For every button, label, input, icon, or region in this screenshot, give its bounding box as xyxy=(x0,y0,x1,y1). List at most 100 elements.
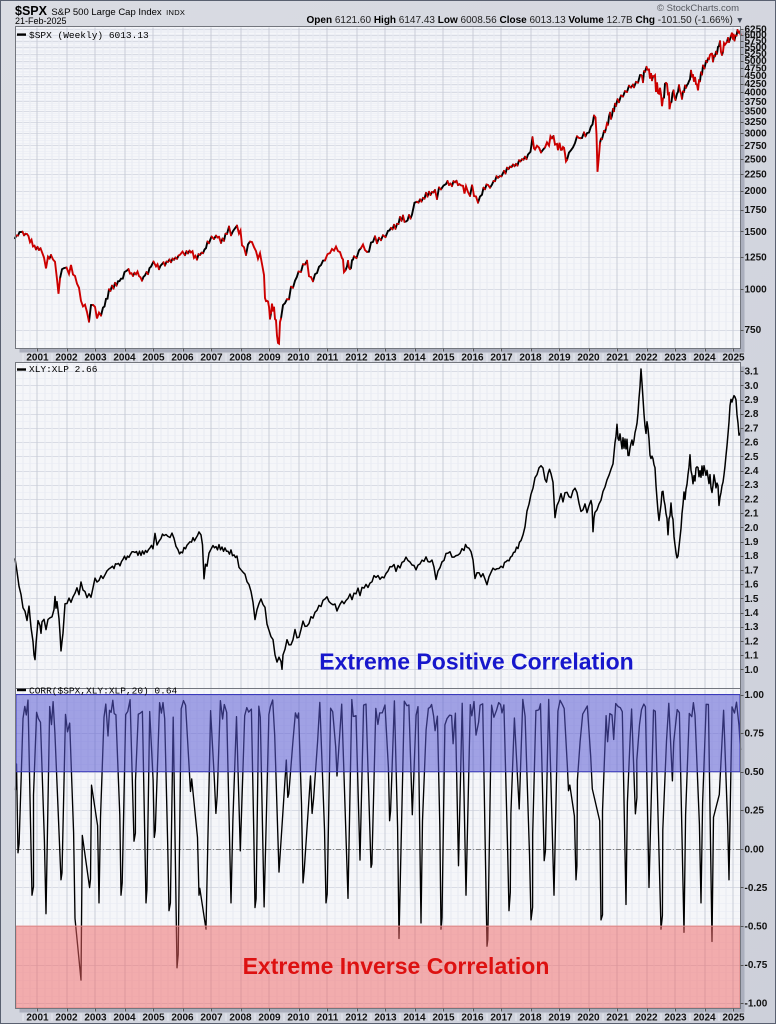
svg-text:2.9: 2.9 xyxy=(745,395,759,406)
svg-text:2013: 2013 xyxy=(374,353,397,364)
svg-text:2.6: 2.6 xyxy=(745,438,759,449)
svg-text:2.5: 2.5 xyxy=(745,452,759,463)
svg-text:CORR($SPX,XLY:XLP,20) 0.64: CORR($SPX,XLY:XLP,20) 0.64 xyxy=(29,685,178,696)
svg-text:2008: 2008 xyxy=(229,353,252,364)
svg-text:3000: 3000 xyxy=(745,129,768,140)
svg-text:-0.50: -0.50 xyxy=(745,922,768,933)
svg-text:1.6: 1.6 xyxy=(745,580,759,591)
svg-text:6000: 6000 xyxy=(745,30,768,41)
svg-text:2012: 2012 xyxy=(345,1013,368,1024)
svg-text:2021: 2021 xyxy=(606,1013,629,1024)
svg-text:4500: 4500 xyxy=(745,71,768,82)
svg-text:5000: 5000 xyxy=(745,56,768,67)
svg-text:2006: 2006 xyxy=(171,1013,194,1024)
svg-text:6250: 6250 xyxy=(745,24,768,35)
svg-text:2001: 2001 xyxy=(26,1013,49,1024)
svg-text:2002: 2002 xyxy=(55,353,78,364)
svg-text:2005: 2005 xyxy=(142,353,165,364)
svg-text:2016: 2016 xyxy=(461,1013,484,1024)
svg-text:1.7: 1.7 xyxy=(745,565,759,576)
svg-text:XLY:XLP 2.66: XLY:XLP 2.66 xyxy=(29,364,98,375)
svg-text:2017: 2017 xyxy=(490,353,513,364)
svg-text:2024: 2024 xyxy=(693,353,716,364)
svg-text:2024: 2024 xyxy=(693,1013,716,1024)
svg-text:2002: 2002 xyxy=(55,1013,78,1024)
svg-text:4000: 4000 xyxy=(745,88,768,99)
svg-text:2001: 2001 xyxy=(26,353,49,364)
svg-text:2003: 2003 xyxy=(84,353,107,364)
svg-text:2018: 2018 xyxy=(519,353,542,364)
svg-text:2.4: 2.4 xyxy=(745,466,759,477)
svg-text:2013: 2013 xyxy=(374,1013,397,1024)
svg-text:3500: 3500 xyxy=(745,107,768,118)
svg-text:2019: 2019 xyxy=(548,353,571,364)
svg-text:2.1: 2.1 xyxy=(745,509,759,520)
svg-text:1750: 1750 xyxy=(745,205,768,216)
svg-text:2022: 2022 xyxy=(635,353,658,364)
svg-text:2008: 2008 xyxy=(229,1013,252,1024)
svg-text:2025: 2025 xyxy=(722,353,745,364)
svg-text:2.8: 2.8 xyxy=(745,409,759,420)
svg-text:2010: 2010 xyxy=(287,1013,310,1024)
svg-text:1500: 1500 xyxy=(745,227,768,238)
svg-text:2021: 2021 xyxy=(606,353,629,364)
svg-text:2023: 2023 xyxy=(664,1013,687,1024)
svg-text:3.0: 3.0 xyxy=(745,381,759,392)
svg-text:2023: 2023 xyxy=(664,353,687,364)
svg-text:2011: 2011 xyxy=(317,1013,339,1024)
svg-text:2020: 2020 xyxy=(577,1013,600,1024)
svg-text:2011: 2011 xyxy=(317,353,339,364)
svg-text:2020: 2020 xyxy=(577,353,600,364)
svg-text:5750: 5750 xyxy=(745,36,768,47)
svg-text:2010: 2010 xyxy=(287,353,310,364)
svg-text:2004: 2004 xyxy=(113,1013,136,1024)
svg-text:1.5: 1.5 xyxy=(745,594,759,605)
svg-text:2009: 2009 xyxy=(258,353,281,364)
svg-text:5500: 5500 xyxy=(745,43,768,54)
svg-text:2500: 2500 xyxy=(745,154,768,165)
svg-text:1000: 1000 xyxy=(745,284,768,295)
svg-text:-0.75: -0.75 xyxy=(745,960,768,971)
svg-text:2250: 2250 xyxy=(745,169,768,180)
svg-text:2016: 2016 xyxy=(461,353,484,364)
svg-text:5250: 5250 xyxy=(745,49,768,60)
svg-text:750: 750 xyxy=(745,325,762,336)
svg-text:0.25: 0.25 xyxy=(745,806,765,817)
svg-text:1.9: 1.9 xyxy=(745,537,759,548)
svg-text:2005: 2005 xyxy=(142,1013,165,1024)
svg-text:0.75: 0.75 xyxy=(745,729,765,740)
svg-text:0.50: 0.50 xyxy=(745,767,765,778)
svg-text:2009: 2009 xyxy=(258,1013,281,1024)
svg-text:2003: 2003 xyxy=(84,1013,107,1024)
svg-text:1.8: 1.8 xyxy=(745,551,759,562)
svg-text:2015: 2015 xyxy=(432,1013,455,1024)
svg-text:Extreme Inverse Correlation: Extreme Inverse Correlation xyxy=(243,953,550,979)
svg-text:4750: 4750 xyxy=(745,63,768,74)
svg-text:2007: 2007 xyxy=(200,353,223,364)
svg-text:1.00: 1.00 xyxy=(745,690,765,701)
svg-text:2019: 2019 xyxy=(548,1013,571,1024)
svg-text:2004: 2004 xyxy=(113,353,136,364)
svg-text:2022: 2022 xyxy=(635,1013,658,1024)
svg-text:2012: 2012 xyxy=(345,353,368,364)
svg-text:Extreme Positive Correlation: Extreme Positive Correlation xyxy=(319,649,633,675)
svg-text:2017: 2017 xyxy=(490,1013,513,1024)
svg-text:1.4: 1.4 xyxy=(745,608,759,619)
svg-text:2006: 2006 xyxy=(171,353,194,364)
svg-text:0.00: 0.00 xyxy=(745,844,765,855)
svg-text:2.0: 2.0 xyxy=(745,523,759,534)
svg-text:2.7: 2.7 xyxy=(745,423,759,434)
svg-text:2014: 2014 xyxy=(403,1013,426,1024)
svg-text:-0.25: -0.25 xyxy=(745,883,768,894)
svg-text:3250: 3250 xyxy=(745,117,768,128)
svg-text:-1.00: -1.00 xyxy=(745,999,768,1010)
svg-text:3.1: 3.1 xyxy=(745,367,759,378)
svg-text:$SPX (Weekly) 6013.13: $SPX (Weekly) 6013.13 xyxy=(29,30,149,41)
svg-text:1.1: 1.1 xyxy=(745,651,759,662)
svg-text:2.3: 2.3 xyxy=(745,480,759,491)
svg-text:2007: 2007 xyxy=(200,1013,223,1024)
svg-text:1.2: 1.2 xyxy=(745,636,759,647)
svg-text:2014: 2014 xyxy=(403,353,426,364)
svg-text:2.2: 2.2 xyxy=(745,494,759,505)
svg-text:2750: 2750 xyxy=(745,141,768,152)
